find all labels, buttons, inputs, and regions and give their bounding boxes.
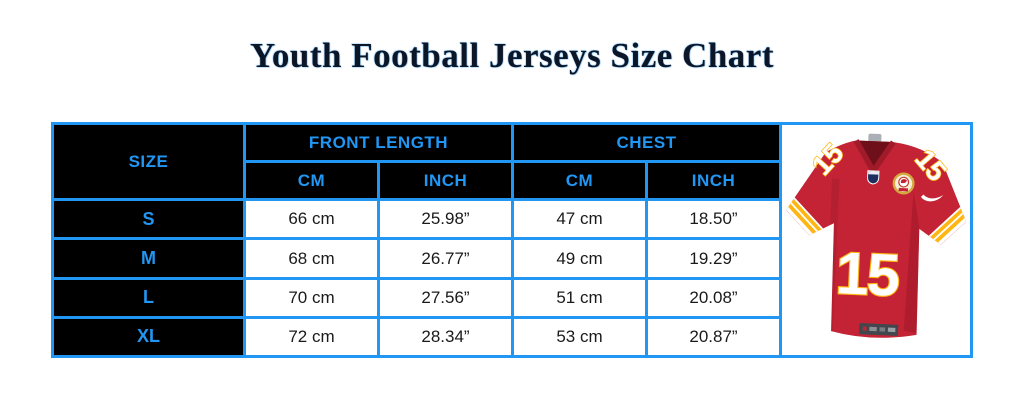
jersey-product-image: 15 15 [779,122,973,358]
size-label: L [51,276,246,319]
table-row-l: L 70 cm 27.56” 51 cm 20.08” [51,276,972,319]
chest-group-header: CHEST [511,121,782,164]
side-mesh-panel [903,191,920,334]
front-length-cm-value: 72 cm [243,315,380,359]
chest-inch-value: 19.29” [645,237,782,280]
jersey-illustration: 15 15 [783,133,969,338]
left-cuff-gold-stripe-2 [789,197,823,233]
chest-cm-header: CM [511,160,648,202]
jock-tag [858,323,899,336]
front-length-inch-header: INCH [377,160,514,202]
nfl-shield-icon [867,170,880,185]
front-length-inch-value: 26.77” [377,237,514,280]
size-chart-table: SIZE FRONT LENGTH CHEST [51,121,973,359]
left-cuff-gold-stripe [785,201,819,237]
front-length-inch-value: 27.56” [377,276,514,319]
table-row-xl: XL 72 cm 28.34” 53 cm 20.87” [51,315,972,359]
right-cuff-gold-stripe [931,212,968,246]
chest-inch-value: 20.08” [645,276,782,319]
collar-inner [856,140,894,175]
chest-cm-value: 49 cm [511,237,648,280]
page: Youth Football Jerseys Size Chart SIZE F… [0,36,1024,359]
chest-cm-value: 53 cm [511,315,648,359]
team-patch-icon [892,172,915,195]
swoosh-icon [920,194,944,202]
table-row-s: S 66 cm 25.98” 47 cm 18.50” [51,198,972,241]
front-length-cm-header: CM [243,160,380,202]
front-length-inch-value: 25.98” [377,198,514,241]
hanger-loop [868,133,882,144]
size-column-header: SIZE [51,121,246,202]
front-length-cm-value: 66 cm [243,198,380,241]
front-length-inch-value: 28.34” [377,315,514,359]
front-length-group-header: FRONT LENGTH [243,121,514,164]
page-title: Youth Football Jerseys Size Chart [250,36,774,75]
front-length-cm-value: 68 cm [243,237,380,280]
size-label: M [51,237,246,280]
size-label: S [51,198,246,241]
front-length-cm-value: 70 cm [243,276,380,319]
chest-cm-value: 47 cm [511,198,648,241]
table-row-m: M 68 cm 26.77” 49 cm 19.29” [51,237,972,280]
chest-number: 15 [834,239,900,309]
chest-inch-header: INCH [645,160,782,202]
jersey-body [786,140,967,338]
size-label: XL [51,315,246,359]
chest-cm-value: 51 cm [511,276,648,319]
right-cuff-gold-stripe-2 [928,208,964,242]
chest-inch-value: 20.87” [645,315,782,359]
chest-inch-value: 18.50” [645,198,782,241]
